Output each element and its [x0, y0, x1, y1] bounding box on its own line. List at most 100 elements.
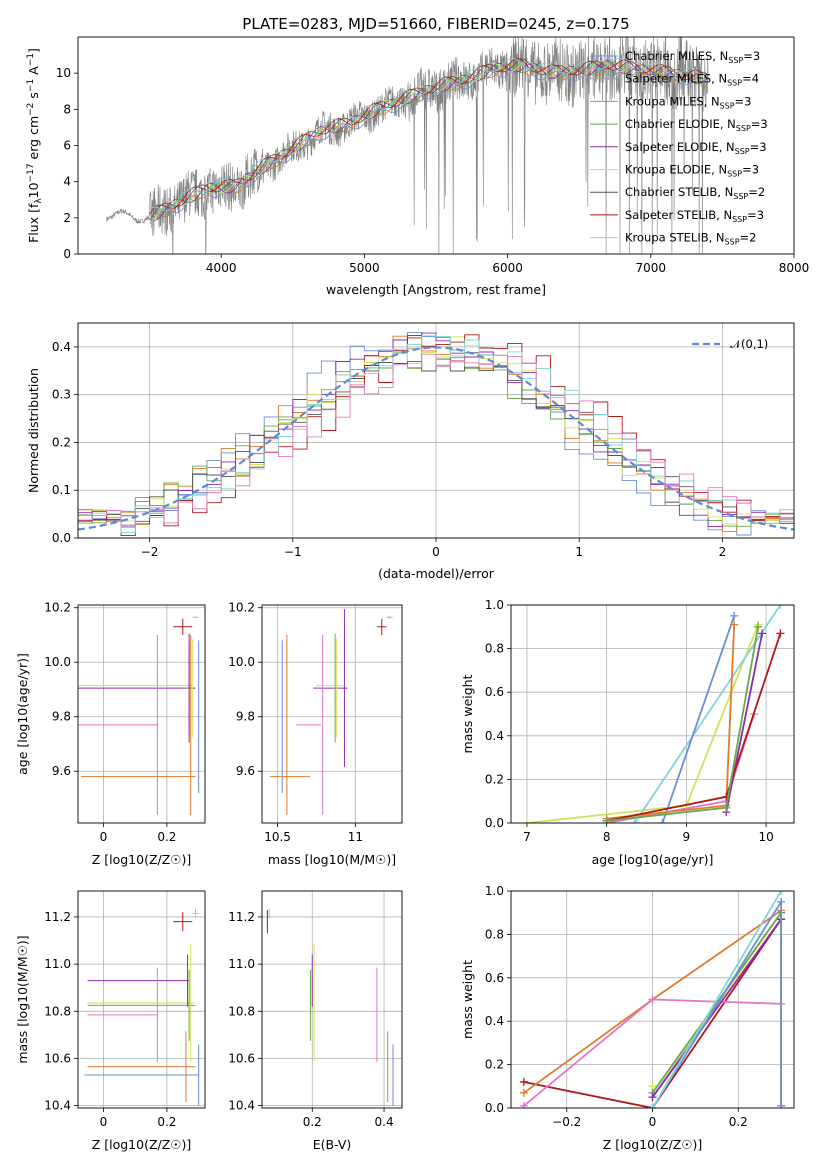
y-tick-label: 0.4 — [485, 1014, 504, 1028]
x-tick-label: 7000 — [636, 261, 667, 275]
y-tick-label: 0.2 — [485, 1058, 504, 1072]
point-marker — [658, 819, 667, 823]
legend-label-chabrier_miles: Chabrier MILES, NSSP=3 — [625, 49, 760, 65]
histogram-pink — [78, 353, 794, 538]
x-tick-label: 8 — [603, 830, 611, 844]
y-axis-label: mass weight — [460, 960, 475, 1039]
x-axis-label: Z [log10(Z/Z☉)] — [92, 852, 192, 867]
panel-residuals: −2 −1 0 1 2 0.0 0.1 0.2 0.3 0.4 (data-model)/error… — [26, 322, 795, 581]
legend-label-normal: 𝒩(0,1) — [730, 337, 768, 351]
series-salpeter_elodie — [725, 633, 763, 813]
y-tick-label: 10.8 — [44, 1004, 71, 1018]
axes-frame — [77, 604, 206, 824]
series-chabrier_elodie — [651, 912, 782, 1094]
y-tick-label: 0.2 — [485, 772, 504, 786]
y-tick-label: 0.4 — [52, 340, 71, 354]
x-tick-label: 7 — [523, 830, 531, 844]
axes-frame — [77, 890, 206, 1109]
series-chabrier_elodie — [606, 626, 759, 822]
y-tick-label: 0 — [63, 247, 71, 261]
series-model-kroupa_miles — [149, 63, 709, 218]
y-tick-label: 10.2 — [44, 601, 71, 615]
y-tick-label: 11.2 — [228, 910, 255, 924]
x-tick-label: 11 — [348, 830, 363, 844]
legend-label-salpeter_stelib: Salpeter STELIB, NSSP=3 — [625, 208, 764, 224]
point-marker — [648, 1093, 657, 1102]
y-tick-label: 9.6 — [236, 764, 255, 778]
plot-area — [84, 908, 200, 1106]
x-tick-label: 0 — [432, 545, 440, 559]
series-normal-curve — [78, 346, 794, 531]
plot-area — [269, 609, 393, 815]
plot-area — [106, 37, 709, 254]
plot-area — [266, 908, 394, 1106]
panel-spectrum: 4000 5000 6000 7000 8000 0 2 4 6 8 10 wavelength [A… — [26, 36, 809, 297]
point-marker — [730, 611, 739, 620]
x-tick-label: 0.2 — [303, 1115, 322, 1129]
histogram-chabrier_stelib — [78, 358, 794, 538]
panel-mass_weight_vs_Z: −0.2 0 0.2 0.0 0.2 0.4 0.6 0.8 1.0 Z [log10(Z/Z☉)… — [460, 884, 795, 1152]
point-marker — [776, 629, 785, 638]
x-tick-label: 0 — [100, 830, 108, 844]
y-tick-label: 2 — [63, 211, 71, 225]
point-marker — [777, 1101, 786, 1108]
x-tick-label: 0.2 — [729, 1115, 748, 1129]
y-tick-label: 0.0 — [52, 531, 71, 545]
point-marker — [519, 1077, 528, 1086]
y-tick-label: 9.6 — [52, 764, 71, 778]
figure-title: PLATE=0283, MJD=51660, FIBERID=0245, z=0… — [242, 15, 629, 33]
y-tick-label: 10.4 — [228, 1099, 255, 1113]
y-tick-label: 10.0 — [228, 655, 255, 669]
y-axis-label: mass [log10(M/M☉)] — [15, 935, 30, 1063]
series-chabrier_miles — [661, 615, 736, 823]
x-axis-label: age [log10(age/yr)] — [592, 852, 714, 867]
point-marker — [754, 622, 763, 631]
point-marker — [777, 897, 786, 906]
y-tick-label: 8 — [63, 102, 71, 116]
panel-age_vs_Z: 0 0.2 9.6 9.8 10.0 10.2 Z [log10(Z/Z☉)] age [lo… — [15, 601, 206, 867]
histogram-kroupa_stelib — [78, 335, 794, 538]
series-model-salpeter_elodie — [149, 60, 709, 222]
legend-label-salpeter_elodie: Salpeter ELODIE, NSSP=3 — [625, 140, 767, 156]
series-kroupa_stelib — [633, 605, 782, 823]
x-tick-label: 1 — [575, 545, 583, 559]
x-axis-label: mass [log10(M/M☉)] — [268, 852, 396, 867]
y-tick-label: 0.0 — [485, 816, 504, 830]
point-marker — [777, 891, 786, 895]
y-axis-label: Flux [fλ10−17 erg cm−2 s−1 A−1] — [26, 48, 44, 243]
point-marker — [519, 1101, 528, 1108]
point-marker — [722, 803, 731, 812]
series-model-kroupa_stelib — [149, 57, 709, 211]
series-kroupa_stelib — [651, 891, 782, 1108]
x-tick-label: 0.4 — [375, 1115, 394, 1129]
legend-label-salpeter_miles: Salpeter MILES, NSSP=4 — [625, 72, 759, 88]
y-tick-label: 11.0 — [228, 957, 255, 971]
series-kroupa_elodie — [526, 624, 759, 823]
axes-frame — [261, 604, 403, 824]
x-tick-label: 9 — [683, 830, 691, 844]
y-axis-label: mass weight — [460, 674, 475, 753]
legend-label-chabrier_stelib: Chabrier STELIB, NSSP=2 — [625, 185, 765, 201]
x-axis-label: Z [log10(Z/Z☉)] — [92, 1137, 192, 1152]
x-tick-label: −0.2 — [552, 1115, 581, 1129]
point-marker — [648, 995, 657, 1004]
x-axis-label: wavelength [Angstrom, rest frame] — [326, 282, 546, 297]
x-tick-label: 10.5 — [264, 830, 291, 844]
x-axis-label: (data-model)/error — [378, 566, 495, 581]
y-tick-label: 10.2 — [228, 601, 255, 615]
y-tick-label: 1.0 — [485, 884, 504, 898]
y-axis-label: age [log10(age/yr)] — [15, 653, 30, 775]
x-tick-label: 0.2 — [157, 1115, 176, 1129]
y-tick-label: 10.6 — [228, 1051, 255, 1065]
y-tick-label: 0.6 — [485, 685, 504, 699]
panel-mass_weight_vs_age: 7 8 9 10 0.0 0.2 0.4 0.6 0.8 1.0 age [log10(age/yr… — [460, 598, 795, 867]
y-tick-label: 0.2 — [52, 435, 71, 449]
plot-area — [522, 605, 785, 823]
x-tick-label: 2 — [719, 545, 727, 559]
series-observed-spectrum — [106, 37, 709, 254]
axes-frame — [510, 604, 795, 824]
point-marker — [630, 819, 639, 823]
x-tick-label: 0 — [100, 1115, 108, 1129]
y-tick-label: 10.4 — [44, 1099, 71, 1113]
